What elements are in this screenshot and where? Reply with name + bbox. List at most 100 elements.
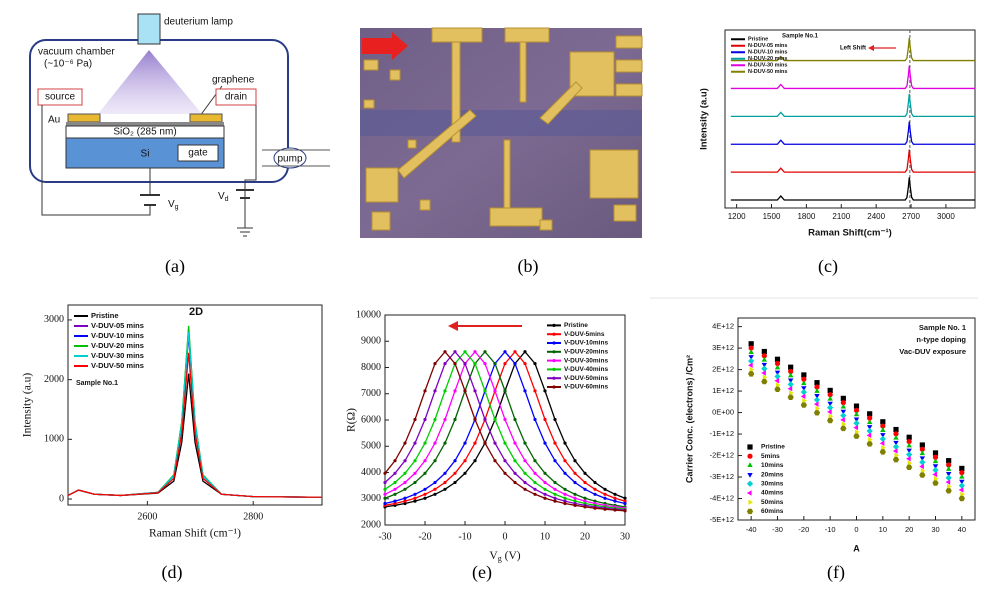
marker [473, 389, 477, 393]
marker [960, 491, 965, 497]
marker [483, 441, 487, 445]
marker [533, 480, 537, 485]
marker [433, 389, 437, 393]
marker [433, 480, 437, 485]
marker [893, 431, 899, 437]
marker [463, 471, 467, 475]
marker [623, 499, 627, 503]
x-axis-label: Raman Shift (cm⁻¹) [149, 528, 241, 540]
marker [958, 482, 965, 489]
pressure-label: (~10⁻⁶ Pa) [44, 59, 92, 70]
y-tick-label: -3E+12 [710, 472, 734, 481]
marker [800, 402, 807, 408]
legend-label: V-DUV-20mins [564, 349, 608, 356]
marker [787, 381, 794, 388]
marker [533, 389, 537, 393]
legend-label: Pristine [564, 322, 588, 329]
au-pad [67, 113, 101, 123]
marker [623, 496, 627, 500]
au-pad [189, 113, 223, 123]
marker [543, 492, 547, 496]
marker [563, 501, 567, 506]
x-tick-label: 20 [905, 525, 913, 534]
series-line [730, 121, 975, 145]
marker [463, 389, 467, 393]
marker [840, 425, 847, 432]
light-cone [98, 50, 202, 114]
gate-box [177, 144, 219, 162]
source-label: source [45, 92, 75, 103]
marker [945, 479, 951, 485]
marker [623, 509, 627, 513]
marker [573, 499, 577, 503]
marker [513, 361, 517, 366]
marker [453, 417, 457, 422]
series-line [730, 93, 975, 117]
graphene-ribbon [360, 110, 642, 136]
marker [593, 506, 597, 510]
marker [774, 373, 781, 380]
marker [553, 496, 557, 500]
marker [583, 471, 587, 475]
x-tick-label: -20 [798, 525, 809, 534]
marker [800, 393, 806, 400]
y-tick-label: 1E+12 [712, 386, 734, 395]
y-tick-label: 3E+12 [712, 343, 734, 352]
marker [533, 417, 537, 422]
marker [393, 501, 397, 506]
marker [443, 361, 447, 366]
marker [748, 355, 754, 360]
marker [933, 476, 939, 482]
marker [503, 350, 507, 354]
x-tick-label: 2800 [243, 511, 263, 522]
legend-label: 40mins [761, 490, 784, 497]
caption: (f) [827, 562, 845, 583]
y-tick-label: -4E+12 [710, 493, 734, 502]
marker [573, 492, 577, 496]
marker [493, 361, 497, 366]
marker [853, 407, 860, 414]
marker [583, 505, 587, 509]
marker [774, 386, 781, 393]
marker [603, 507, 607, 511]
marker [443, 389, 447, 393]
x-tick-label: 2100 [832, 212, 850, 221]
x-axis-label: A [853, 543, 860, 553]
legend-label: N-DUV-50 mins [748, 69, 787, 75]
marker [880, 427, 886, 432]
y-tick-label: 6000 [361, 414, 381, 425]
marker [854, 429, 860, 435]
marker [403, 487, 407, 491]
marker [853, 424, 859, 431]
marker [893, 435, 899, 440]
marker [840, 400, 846, 406]
annotation: n-type doping [916, 335, 966, 344]
legend-label: V-DUV-20 mins [91, 341, 144, 350]
x-tick-label: 0 [854, 525, 858, 534]
marker [423, 459, 427, 463]
marker [433, 492, 437, 496]
marker [523, 389, 527, 393]
marker [423, 441, 427, 445]
marker [880, 433, 886, 438]
legend-label: 10mins [761, 462, 784, 469]
marker [533, 361, 537, 366]
marker [880, 419, 886, 425]
marker [958, 495, 965, 502]
marker [433, 361, 437, 366]
y-axis-label: Carrier Conc. (electrons) /Cm² [684, 355, 694, 483]
marker [801, 380, 807, 386]
x-tick-label: 0 [503, 531, 508, 542]
y-tick-label: 2000 [361, 519, 381, 530]
vg-label: Vg [168, 199, 179, 211]
marker [513, 417, 517, 422]
marker [919, 463, 924, 470]
marker [593, 487, 597, 491]
marker [583, 499, 587, 503]
marker [393, 492, 397, 496]
marker [906, 442, 912, 448]
vg-sub: g [175, 204, 179, 211]
marker [840, 417, 845, 423]
marker [919, 446, 925, 452]
